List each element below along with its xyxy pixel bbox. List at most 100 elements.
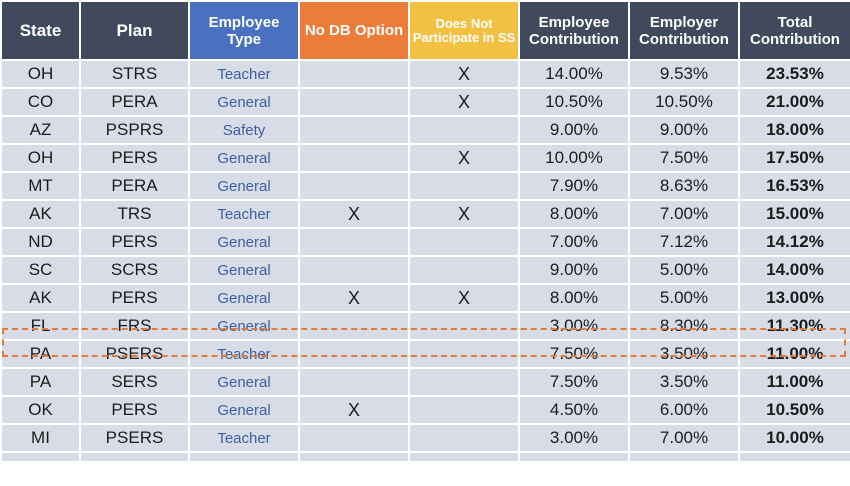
table-row: CO PERA General X 10.50% 10.50% 21.00%: [0, 87, 850, 117]
header-employee-contribution: Employee Contribution: [518, 0, 630, 61]
table-row: AK TRS Teacher X X 8.00% 7.00% 15.00%: [0, 199, 850, 229]
employer-contribution-cell: 7.50%: [628, 143, 740, 173]
partial-cell: [518, 451, 630, 463]
no-db-cell: [298, 311, 410, 341]
no-db-cell: [298, 59, 410, 89]
plan-cell: TRS: [79, 199, 190, 229]
no-ss-cell: X: [408, 59, 520, 89]
no-ss-cell: X: [408, 87, 520, 117]
employee-contribution-cell: 3.00%: [518, 311, 630, 341]
no-ss-cell: [408, 339, 520, 369]
employee-type-cell: Safety: [188, 115, 300, 145]
no-ss-cell: [408, 255, 520, 285]
total-contribution-cell: 11.00%: [738, 367, 850, 397]
no-ss-cell: [408, 367, 520, 397]
state-cell: AK: [0, 199, 81, 229]
total-contribution-cell: 18.00%: [738, 115, 850, 145]
no-db-cell: [298, 115, 410, 145]
total-contribution-cell: 10.00%: [738, 423, 850, 453]
table-body: OH STRS Teacher X 14.00% 9.53% 23.53% CO PERA Gen…: [0, 59, 850, 463]
header-total-contribution: Total Contribution: [738, 0, 850, 61]
employer-contribution-cell: 7.00%: [628, 423, 740, 453]
employee-type-cell: General: [188, 311, 300, 341]
header-employee-type: Employee Type: [188, 0, 300, 61]
employer-contribution-cell: 9.00%: [628, 115, 740, 145]
table-row: OK PERS General X 4.50% 6.00% 10.50%: [0, 395, 850, 425]
partial-cell: [408, 451, 520, 463]
contribution-table: State Plan Employee Type No DB Option Do…: [0, 0, 850, 463]
employee-contribution-cell: 8.00%: [518, 199, 630, 229]
state-cell: AK: [0, 283, 81, 313]
table-row: FL FRS General 3.00% 8.30% 11.30%: [0, 311, 850, 341]
no-db-cell: [298, 255, 410, 285]
plan-cell: PERA: [79, 171, 190, 201]
employer-contribution-cell: 8.30%: [628, 311, 740, 341]
no-db-cell: [298, 339, 410, 369]
header-employer-contribution: Employer Contribution: [628, 0, 740, 61]
employee-type-cell: General: [188, 171, 300, 201]
state-cell: MI: [0, 423, 81, 453]
no-db-cell: [298, 171, 410, 201]
employee-type-cell: General: [188, 367, 300, 397]
state-cell: CO: [0, 87, 81, 117]
table-row: OH STRS Teacher X 14.00% 9.53% 23.53%: [0, 59, 850, 89]
employer-contribution-cell: 5.00%: [628, 255, 740, 285]
partial-cell: [298, 451, 410, 463]
plan-cell: PERS: [79, 395, 190, 425]
table-row: SC SCRS General 9.00% 5.00% 14.00%: [0, 255, 850, 285]
no-ss-cell: [408, 227, 520, 257]
employer-contribution-cell: 7.00%: [628, 199, 740, 229]
employer-contribution-cell: 7.12%: [628, 227, 740, 257]
header-no-db-option: No DB Option: [298, 0, 410, 61]
state-cell: AZ: [0, 115, 81, 145]
no-db-cell: [298, 87, 410, 117]
header-no-ss: Does Not Participate in SS: [408, 0, 520, 61]
table-row: ND PERS General 7.00% 7.12% 14.12%: [0, 227, 850, 257]
total-contribution-cell: 14.12%: [738, 227, 850, 257]
total-contribution-cell: 23.53%: [738, 59, 850, 89]
state-cell: OK: [0, 395, 81, 425]
no-ss-cell: [408, 171, 520, 201]
plan-cell: PSERS: [79, 339, 190, 369]
state-cell: OH: [0, 59, 81, 89]
header-state: State: [0, 0, 81, 61]
employer-contribution-cell: 9.53%: [628, 59, 740, 89]
no-db-cell: X: [298, 199, 410, 229]
employee-contribution-cell: 10.50%: [518, 87, 630, 117]
plan-cell: FRS: [79, 311, 190, 341]
employee-type-cell: Teacher: [188, 59, 300, 89]
plan-cell: SERS: [79, 367, 190, 397]
total-contribution-cell: 13.00%: [738, 283, 850, 313]
total-contribution-cell: 21.00%: [738, 87, 850, 117]
no-db-cell: X: [298, 395, 410, 425]
no-db-cell: [298, 227, 410, 257]
header-row: State Plan Employee Type No DB Option Do…: [0, 0, 850, 61]
table-row: OH PERS General X 10.00% 7.50% 17.50%: [0, 143, 850, 173]
plan-cell: SCRS: [79, 255, 190, 285]
no-db-cell: [298, 143, 410, 173]
employer-contribution-cell: 3.50%: [628, 367, 740, 397]
partial-cell: [738, 451, 850, 463]
employee-type-cell: General: [188, 87, 300, 117]
plan-cell: PSPRS: [79, 115, 190, 145]
employer-contribution-cell: 6.00%: [628, 395, 740, 425]
no-ss-cell: [408, 395, 520, 425]
employee-contribution-cell: 4.50%: [518, 395, 630, 425]
employee-type-cell: General: [188, 143, 300, 173]
state-cell: MT: [0, 171, 81, 201]
table-row: MI PSERS Teacher 3.00% 7.00% 10.00%: [0, 423, 850, 453]
no-ss-cell: X: [408, 283, 520, 313]
no-db-cell: [298, 423, 410, 453]
total-contribution-cell: 15.00%: [738, 199, 850, 229]
partial-cell: [188, 451, 300, 463]
no-ss-cell: X: [408, 143, 520, 173]
employee-type-cell: General: [188, 255, 300, 285]
partial-cell: [79, 451, 190, 463]
employee-contribution-cell: 14.00%: [518, 59, 630, 89]
table-row: AK PERS General X X 8.00% 5.00% 13.00%: [0, 283, 850, 313]
employee-contribution-cell: 10.00%: [518, 143, 630, 173]
employer-contribution-cell: 10.50%: [628, 87, 740, 117]
table-row: PA SERS General 7.50% 3.50% 11.00%: [0, 367, 850, 397]
state-cell: OH: [0, 143, 81, 173]
employee-contribution-cell: 7.50%: [518, 339, 630, 369]
